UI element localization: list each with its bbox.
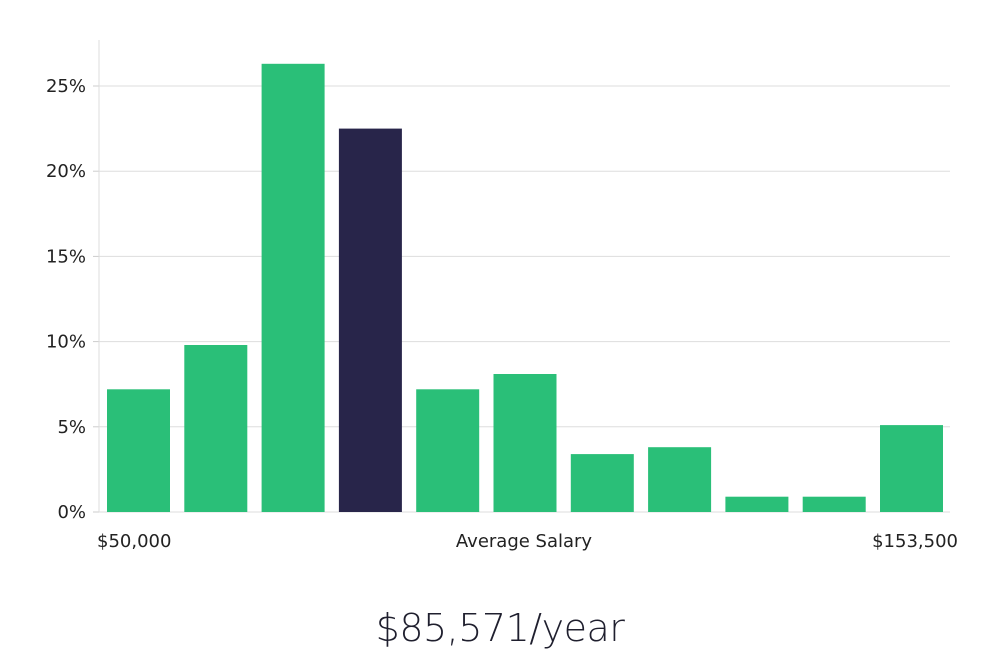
bar (648, 447, 712, 512)
bar-highlight (338, 128, 402, 512)
y-tick-label: 25% (46, 76, 86, 97)
y-tick-label: 0% (57, 502, 86, 523)
salary-histogram: 0%5%10%15%20%25% $50,000 Average Salary … (46, 40, 958, 552)
bar (570, 454, 634, 512)
bar (184, 345, 248, 512)
y-tick-label: 20% (46, 161, 86, 182)
x-min-label: $50,000 (97, 531, 171, 552)
bar (416, 389, 480, 512)
bar (493, 374, 557, 512)
bar (880, 425, 943, 512)
y-tick-label: 5% (57, 417, 86, 438)
bar (802, 496, 866, 512)
y-tick-label: 10% (46, 332, 86, 353)
x-axis-title: Average Salary (456, 531, 593, 552)
y-tick-label: 15% (46, 246, 86, 267)
x-max-label: $153,500 (872, 531, 958, 552)
bars (107, 63, 943, 513)
y-tick-labels: 0% 5% 10% 15% 20% 25% (46, 76, 86, 523)
average-salary-text: $85,571/year (375, 606, 625, 650)
bar (261, 63, 325, 513)
bar (107, 389, 170, 512)
bar (725, 496, 789, 512)
